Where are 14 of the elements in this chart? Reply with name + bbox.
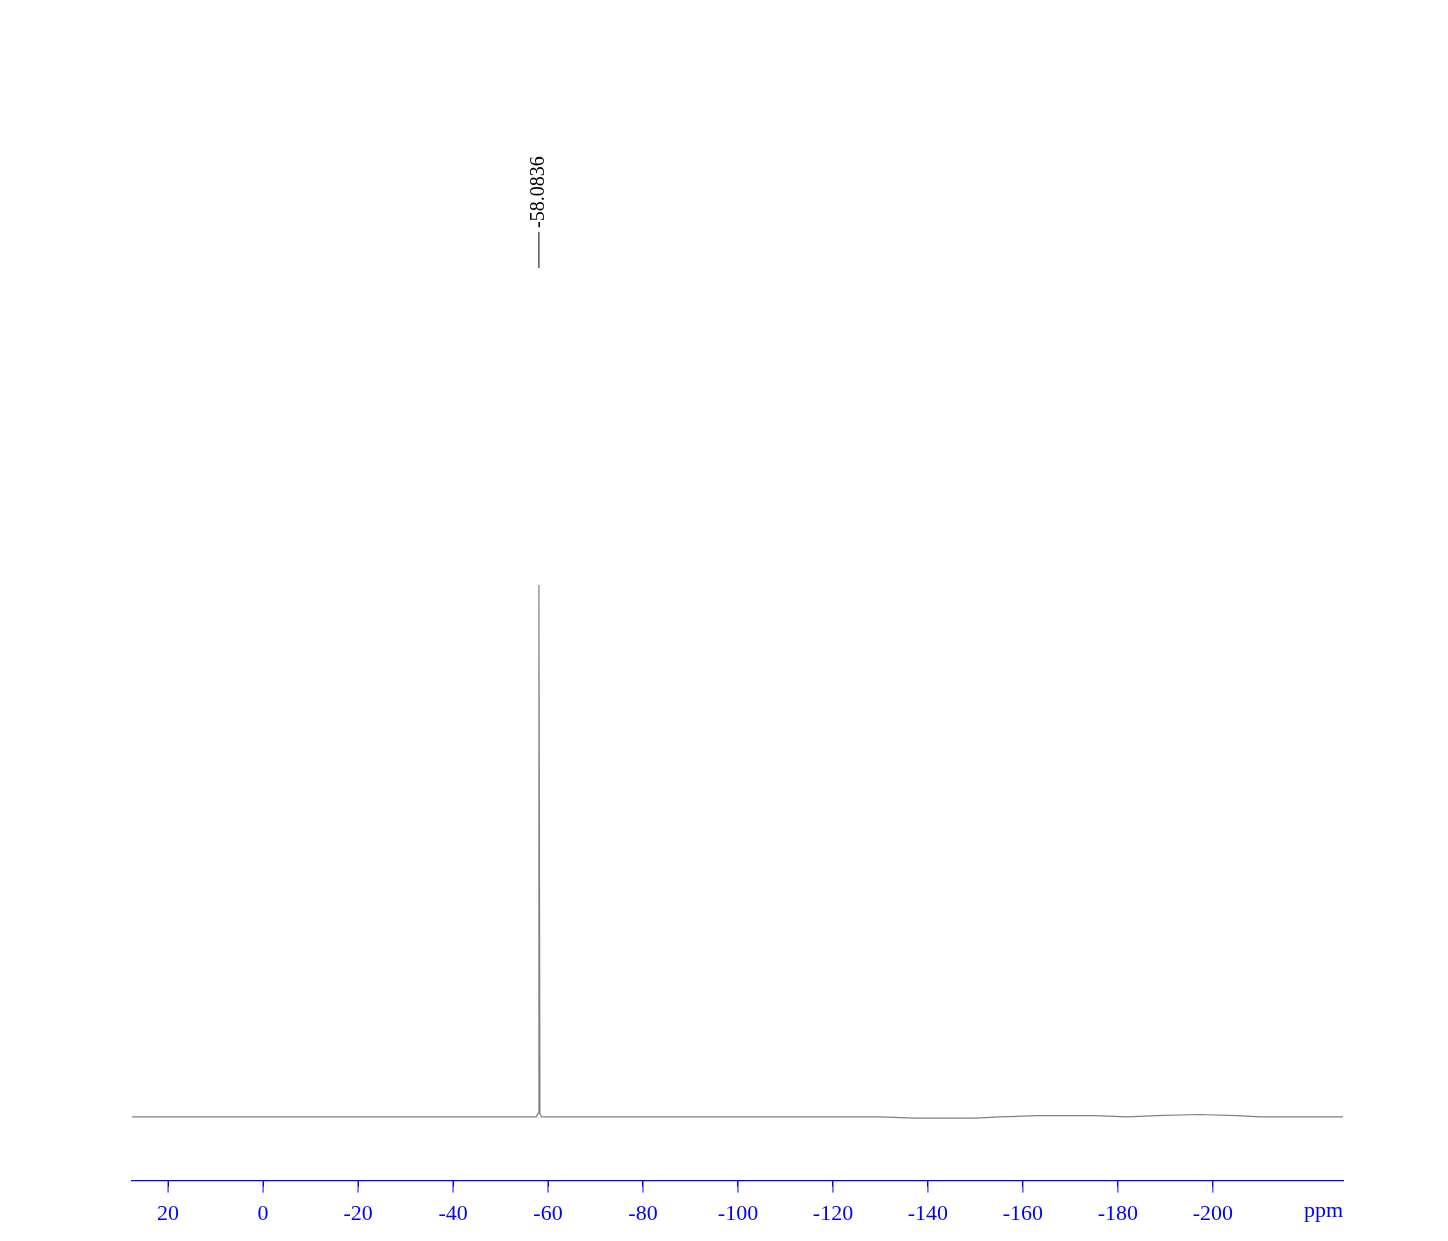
x-tick-label: 0 [257, 1199, 269, 1225]
x-tick-label: 20 [157, 1199, 180, 1225]
text: -58.0836 [526, 156, 549, 228]
x-tick-label: -120 [812, 1199, 854, 1225]
x-tick-label: -20 [343, 1199, 373, 1225]
x-tick-label: -160 [1002, 1199, 1044, 1225]
x-tick-label: -80 [628, 1199, 658, 1225]
x-tick-label: -40 [438, 1199, 468, 1225]
x-tick-label: -140 [907, 1199, 949, 1225]
x-tick-label: -100 [717, 1199, 759, 1225]
x-tick-label: -200 [1192, 1199, 1234, 1225]
x-tick-label: -60 [533, 1199, 563, 1225]
x-axis-title: ppm [1303, 1197, 1343, 1223]
x-tick-label: -180 [1097, 1199, 1139, 1225]
